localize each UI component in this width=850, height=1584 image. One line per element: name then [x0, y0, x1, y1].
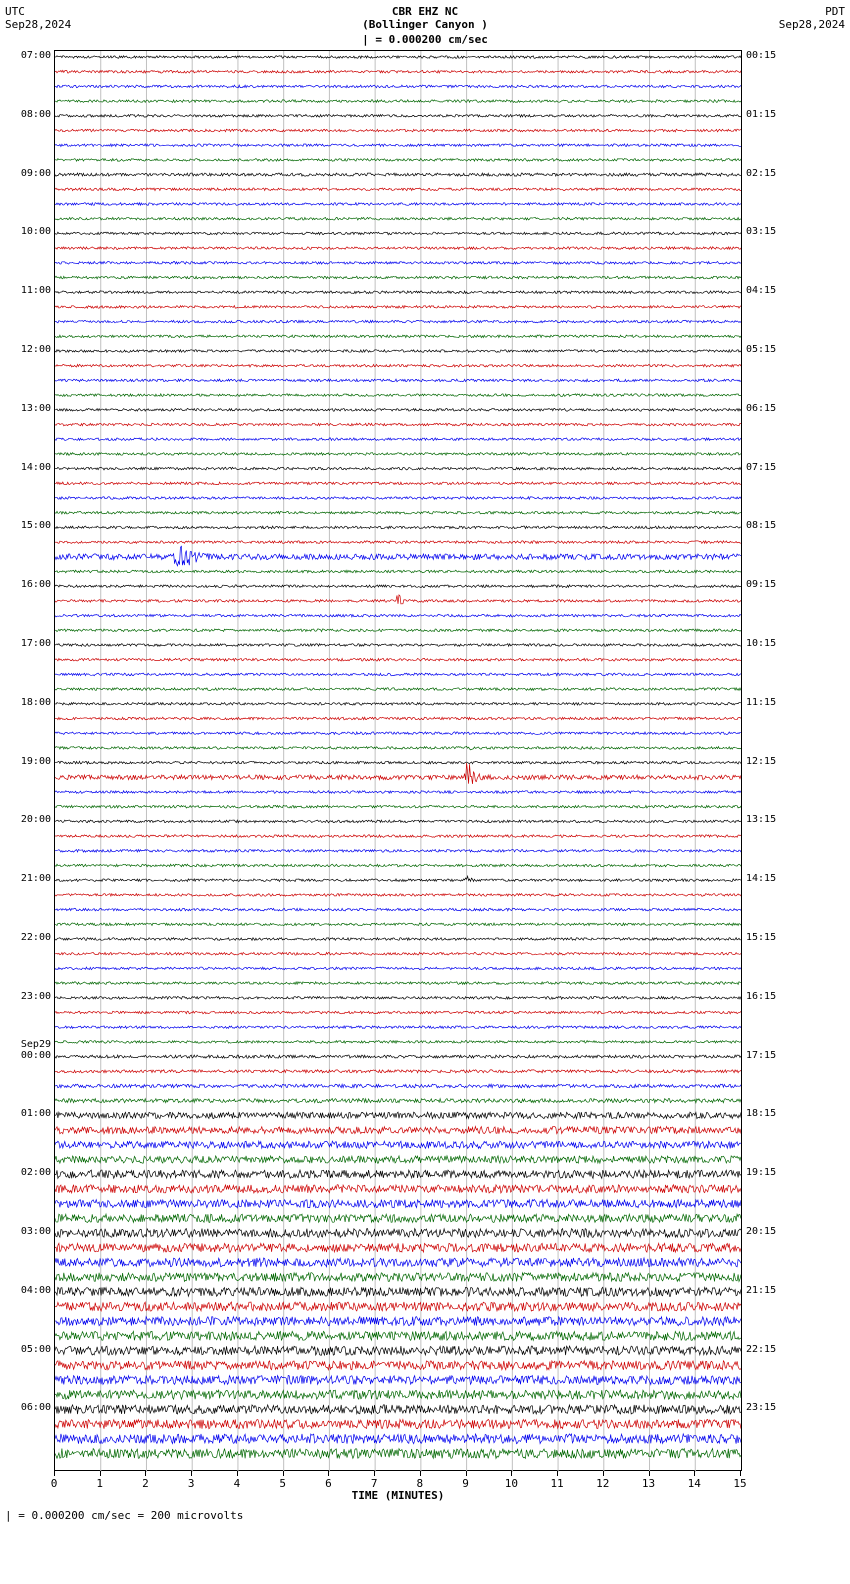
x-tick-label: 10 — [505, 1477, 518, 1490]
x-tick-label: 3 — [188, 1477, 195, 1490]
header-right: PDT Sep28,2024 — [765, 5, 845, 31]
left-hour-label: 12:00 — [3, 345, 51, 355]
right-hour-label: 13:15 — [746, 815, 794, 825]
header-center: CBR EHZ NC (Bollinger Canyon ) | = 0.000… — [85, 5, 765, 46]
left-hour-label: 08:00 — [3, 110, 51, 120]
left-hour-label: 18:00 — [3, 698, 51, 708]
left-time-labels: 07:00 08:00 09:00 10:00 11:00 12:00 13:00 14:00… — [5, 50, 53, 1471]
x-tick-label: 15 — [733, 1477, 746, 1490]
scale-text: = 0.000200 cm/sec — [369, 33, 488, 46]
left-hour-label: 01:00 — [3, 1109, 51, 1119]
x-tick-label: 12 — [596, 1477, 609, 1490]
right-hour-label: 15:15 — [746, 933, 794, 943]
seismogram-container: UTC Sep28,2024 CBR EHZ NC (Bollinger Can… — [5, 5, 845, 1522]
x-tick-label: 14 — [688, 1477, 701, 1490]
left-hour-label: 10:00 — [3, 227, 51, 237]
right-hour-label: 09:15 — [746, 580, 794, 590]
left-hour-label: 16:00 — [3, 580, 51, 590]
x-tick-label: 4 — [234, 1477, 241, 1490]
left-hour-label: 00:00 — [3, 1051, 51, 1061]
right-hour-label: 11:15 — [746, 698, 794, 708]
right-hour-label: 06:15 — [746, 404, 794, 414]
x-tick-label: 0 — [51, 1477, 58, 1490]
right-hour-label: 02:15 — [746, 169, 794, 179]
location-label: (Bollinger Canyon ) — [85, 18, 765, 31]
x-tick-label: 1 — [96, 1477, 103, 1490]
x-tick-label: 13 — [642, 1477, 655, 1490]
plot-box — [54, 50, 742, 1471]
right-hour-label: 08:15 — [746, 521, 794, 531]
left-hour-label: 07:00 — [3, 51, 51, 61]
left-hour-label: 04:00 — [3, 1286, 51, 1296]
left-hour-label: 23:00 — [3, 992, 51, 1002]
right-time-labels: 00:15 01:15 02:15 03:15 04:15 05:15 06:15 07:15… — [744, 50, 792, 1471]
right-hour-label: 19:15 — [746, 1168, 794, 1178]
right-hour-label: 16:15 — [746, 992, 794, 1002]
right-hour-label: 01:15 — [746, 110, 794, 120]
left-hour-label: 06:00 — [3, 1403, 51, 1413]
right-hour-label: 22:15 — [746, 1345, 794, 1355]
right-date-label: Sep28,2024 — [765, 18, 845, 31]
right-hour-label: 12:15 — [746, 757, 794, 767]
left-hour-label: 20:00 — [3, 815, 51, 825]
right-hour-label: 04:15 — [746, 286, 794, 296]
left-hour-label: 14:00 — [3, 463, 51, 473]
left-hour-label: 17:00 — [3, 639, 51, 649]
scale-label: | = 0.000200 cm/sec — [85, 33, 765, 46]
x-tick-label: 5 — [279, 1477, 286, 1490]
x-tick-label: 8 — [417, 1477, 424, 1490]
right-hour-label: 23:15 — [746, 1403, 794, 1413]
station-label: CBR EHZ NC — [85, 5, 765, 18]
right-hour-label: 00:15 — [746, 51, 794, 61]
right-hour-label: 10:15 — [746, 639, 794, 649]
header: UTC Sep28,2024 CBR EHZ NC (Bollinger Can… — [5, 5, 845, 46]
right-hour-label: 20:15 — [746, 1227, 794, 1237]
seismogram-plot: 07:00 08:00 09:00 10:00 11:00 12:00 13:00 14:00… — [5, 50, 845, 1471]
seismogram-svg — [55, 51, 741, 1472]
x-tick-label: 7 — [371, 1477, 378, 1490]
right-hour-label: 21:15 — [746, 1286, 794, 1296]
x-tick-label: 11 — [550, 1477, 563, 1490]
right-hour-label: 17:15 — [746, 1051, 794, 1061]
right-hour-label: 05:15 — [746, 345, 794, 355]
right-hour-label: 07:15 — [746, 463, 794, 473]
header-left: UTC Sep28,2024 — [5, 5, 85, 31]
left-hour-label: 13:00 — [3, 404, 51, 414]
left-hour-label: 05:00 — [3, 1345, 51, 1355]
footer-note: | = 0.000200 cm/sec = 200 microvolts — [5, 1509, 845, 1522]
right-tz-label: PDT — [765, 5, 845, 18]
left-hour-label: 21:00 — [3, 874, 51, 884]
left-hour-label: 15:00 — [3, 521, 51, 531]
left-tz-label: UTC — [5, 5, 85, 18]
left-date-label: Sep28,2024 — [5, 18, 85, 31]
x-axis-title: TIME (MINUTES) — [352, 1489, 445, 1502]
left-hour-label: 09:00 — [3, 169, 51, 179]
right-hour-label: 18:15 — [746, 1109, 794, 1119]
x-tick-label: 6 — [325, 1477, 332, 1490]
left-hour-label: 03:00 — [3, 1227, 51, 1237]
x-axis: TIME (MINUTES) 0123456789101112131415 — [54, 1471, 742, 1501]
x-tick-label: 2 — [142, 1477, 149, 1490]
left-hour-label: 22:00 — [3, 933, 51, 943]
left-hour-label: 02:00 — [3, 1168, 51, 1178]
right-hour-label: 03:15 — [746, 227, 794, 237]
right-hour-label: 14:15 — [746, 874, 794, 884]
left-hour-label: 11:00 — [3, 286, 51, 296]
left-date-over: Sep29 — [3, 1040, 51, 1050]
scale-marker: | — [362, 33, 369, 46]
x-tick-label: 9 — [462, 1477, 469, 1490]
left-hour-label: 19:00 — [3, 757, 51, 767]
